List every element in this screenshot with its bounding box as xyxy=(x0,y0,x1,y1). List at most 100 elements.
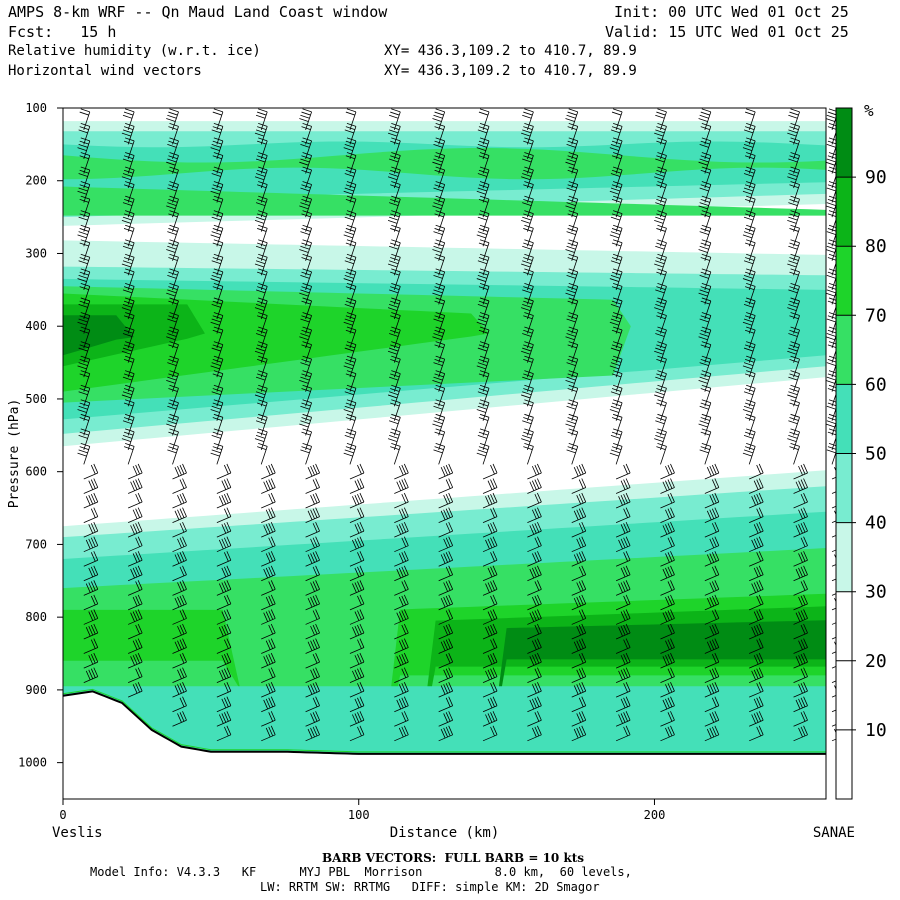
wind-barb xyxy=(787,166,800,189)
barb-column xyxy=(476,108,498,742)
wind-barb xyxy=(704,682,720,698)
wind-barb xyxy=(78,253,91,276)
wind-barb xyxy=(166,108,179,130)
wind-barb xyxy=(127,580,143,596)
wind-barb xyxy=(749,492,764,509)
wind-barb xyxy=(343,181,357,203)
wind-barb xyxy=(389,370,401,392)
colorbar-tick-label: 50 xyxy=(865,444,887,465)
wind-barb xyxy=(254,210,268,232)
wind-barb xyxy=(698,370,712,392)
wind-barb xyxy=(656,443,667,465)
wind-barb xyxy=(656,312,667,334)
wind-barb xyxy=(261,565,276,582)
wind-barb xyxy=(211,122,224,145)
xy-range-2: XY= 436.3,109.2 to 410.7, 89.9 xyxy=(384,63,637,79)
wind-barb xyxy=(394,492,409,509)
wind-barb xyxy=(390,399,401,421)
wind-barb xyxy=(172,463,187,480)
wind-barb xyxy=(166,152,179,174)
wind-barb xyxy=(211,253,224,276)
wind-barb xyxy=(749,551,764,567)
rh-band-upper-60b xyxy=(63,186,826,216)
wind-barb xyxy=(793,507,808,523)
wind-barb xyxy=(257,181,268,203)
wind-barb xyxy=(654,210,667,232)
wind-barb xyxy=(387,297,401,320)
wind-barb xyxy=(476,268,490,290)
wind-barb xyxy=(127,652,143,669)
wind-barb xyxy=(742,181,756,203)
wind-barb xyxy=(121,210,135,232)
wind-barb xyxy=(212,413,224,436)
wind-barb xyxy=(344,384,357,407)
wind-barb xyxy=(788,370,800,392)
wind-barb xyxy=(305,492,320,509)
wind-barb xyxy=(387,210,401,232)
y-tick-label: 100 xyxy=(25,101,47,115)
wind-barb xyxy=(434,122,446,145)
wind-barb xyxy=(615,565,631,582)
wind-barb xyxy=(167,399,179,421)
wind-barb xyxy=(743,384,756,407)
wind-barb xyxy=(704,594,720,611)
wind-barb xyxy=(527,623,542,640)
wind-barb xyxy=(654,384,667,407)
wind-barb xyxy=(438,478,454,494)
y-tick-label: 900 xyxy=(25,683,47,697)
wind-barb xyxy=(394,580,409,596)
wind-barb xyxy=(172,609,187,625)
field-wind-label: Horizontal wind vectors xyxy=(8,63,202,79)
wind-barb xyxy=(77,443,91,465)
wind-barb xyxy=(565,108,579,130)
wind-barb xyxy=(698,239,712,261)
wind-barb xyxy=(610,428,623,450)
wind-barb xyxy=(660,682,675,698)
wind-barb xyxy=(301,253,312,276)
wind-barb xyxy=(704,696,720,713)
wind-barb xyxy=(390,224,401,247)
wind-barb xyxy=(571,623,587,640)
wind-barb xyxy=(700,341,712,363)
wind-barb xyxy=(167,181,179,203)
wind-barb xyxy=(255,283,268,305)
wind-barb xyxy=(394,507,409,523)
wind-barb xyxy=(172,492,187,509)
wind-barb xyxy=(609,443,623,465)
wind-barb xyxy=(394,638,409,654)
wind-barb xyxy=(172,696,187,713)
wind-barb xyxy=(571,580,587,596)
wind-barb xyxy=(743,122,756,145)
wind-barb xyxy=(121,253,135,276)
wind-barb xyxy=(476,443,490,465)
wind-barb xyxy=(127,507,143,523)
wind-barb xyxy=(571,551,587,567)
rh-band-near-surface xyxy=(63,686,826,763)
wind-barb xyxy=(349,711,365,727)
wind-barb xyxy=(345,152,357,174)
wind-barb xyxy=(743,341,756,363)
wind-barb xyxy=(299,239,312,261)
wind-barb xyxy=(122,239,135,261)
wind-barb xyxy=(83,463,99,480)
wind-barb xyxy=(793,492,808,509)
wind-barb xyxy=(349,725,365,742)
wind-barb xyxy=(78,384,91,407)
wind-barb xyxy=(305,667,320,683)
colorbar-segment xyxy=(836,108,852,178)
barb-column xyxy=(166,108,187,727)
wind-barb xyxy=(660,478,675,494)
wind-barb xyxy=(121,384,135,407)
wind-barb xyxy=(261,551,276,567)
wind-barb xyxy=(789,399,800,421)
colorbar-segment xyxy=(836,591,852,661)
wind-barb xyxy=(654,253,667,276)
wind-barb xyxy=(83,638,99,654)
wind-barb xyxy=(349,463,365,480)
wind-barb xyxy=(699,181,712,203)
wind-barb xyxy=(482,507,498,523)
wind-barb xyxy=(615,492,631,509)
wind-barb xyxy=(743,210,756,232)
wind-barb xyxy=(433,224,446,247)
wind-barb xyxy=(433,181,446,203)
